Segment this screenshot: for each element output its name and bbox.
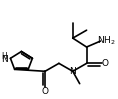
Text: N: N (1, 55, 7, 64)
Text: O: O (42, 87, 48, 96)
Text: N: N (69, 67, 76, 76)
Text: H: H (1, 52, 7, 61)
Text: O: O (102, 59, 109, 68)
Text: NH$_2$: NH$_2$ (97, 34, 116, 47)
